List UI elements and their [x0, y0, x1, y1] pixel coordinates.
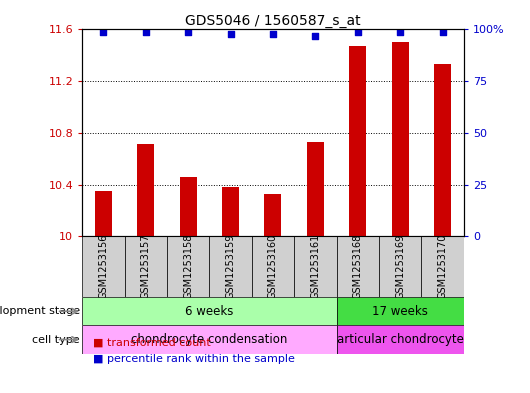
Text: ■ transformed count: ■ transformed count: [93, 338, 210, 348]
Text: GSM1253168: GSM1253168: [353, 234, 363, 299]
Bar: [82, 297, 337, 325]
Bar: [95, 191, 112, 236]
Point: [226, 31, 235, 37]
Text: articular chondrocyte: articular chondrocyte: [337, 333, 464, 346]
Point: [99, 28, 108, 35]
Text: ■ percentile rank within the sample: ■ percentile rank within the sample: [93, 354, 295, 364]
Text: GSM1253158: GSM1253158: [183, 234, 193, 299]
Bar: [167, 236, 209, 297]
Bar: [137, 145, 154, 236]
Bar: [337, 236, 379, 297]
Bar: [180, 177, 197, 236]
Bar: [82, 325, 337, 354]
Point: [184, 28, 192, 35]
Text: 6 weeks: 6 weeks: [185, 305, 234, 318]
Text: GSM1253169: GSM1253169: [395, 234, 405, 299]
Bar: [421, 236, 464, 297]
Point: [311, 33, 320, 39]
Bar: [252, 236, 294, 297]
Bar: [209, 236, 252, 297]
Bar: [222, 187, 239, 236]
Text: chondrocyte condensation: chondrocyte condensation: [131, 333, 288, 346]
Bar: [264, 194, 281, 236]
Bar: [349, 46, 366, 236]
Text: GSM1253157: GSM1253157: [141, 234, 151, 299]
Bar: [294, 236, 337, 297]
Title: GDS5046 / 1560587_s_at: GDS5046 / 1560587_s_at: [185, 15, 361, 28]
Bar: [434, 64, 451, 236]
Text: GSM1253159: GSM1253159: [226, 234, 235, 299]
Bar: [125, 236, 167, 297]
Text: development stage: development stage: [0, 306, 80, 316]
Point: [354, 28, 362, 35]
Point: [396, 28, 404, 35]
Text: GSM1253170: GSM1253170: [438, 234, 447, 299]
Point: [438, 28, 447, 35]
Text: 17 weeks: 17 weeks: [372, 305, 428, 318]
Text: cell type: cell type: [32, 334, 80, 345]
Bar: [337, 297, 464, 325]
Bar: [337, 325, 464, 354]
Bar: [379, 236, 421, 297]
Point: [142, 28, 150, 35]
Text: GSM1253161: GSM1253161: [311, 234, 320, 299]
Point: [269, 31, 277, 37]
Bar: [82, 236, 125, 297]
Text: GSM1253160: GSM1253160: [268, 234, 278, 299]
Bar: [307, 142, 324, 236]
Bar: [392, 42, 409, 236]
Text: GSM1253156: GSM1253156: [99, 234, 108, 299]
